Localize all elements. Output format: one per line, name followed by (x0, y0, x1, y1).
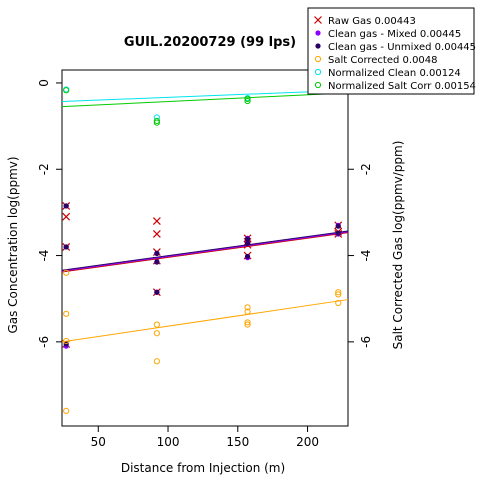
plot-layer: 50 100 150 200 0 -2 -4 -6 -2 -4 -6 (37, 69, 373, 449)
data-point (244, 240, 251, 247)
data-point (154, 289, 160, 295)
legend-label: Normalized Salt Corr 0.00154 (328, 81, 476, 92)
data-point (63, 407, 70, 414)
legend-label: Clean gas - Mixed 0.00445 (328, 29, 461, 40)
data-point (335, 230, 341, 236)
x-tick-label: 100 (157, 435, 180, 449)
data-point (62, 212, 71, 221)
y-tick-label: -4 (37, 250, 51, 262)
data-point (63, 269, 70, 276)
fit-line (61, 231, 349, 272)
legend-marker (315, 30, 321, 36)
data-point (152, 230, 161, 238)
series-6 (61, 87, 349, 126)
legend-marker (314, 16, 322, 24)
data-point (335, 299, 342, 307)
data-point (244, 253, 251, 260)
y-axis-label: Gas Concentration log(ppmv) (6, 156, 20, 333)
data-point (244, 236, 251, 242)
chart-title: GUIL.20200729 (99 lps) (124, 35, 296, 50)
data-point (153, 330, 160, 337)
series-4 (61, 269, 349, 414)
data-point (335, 223, 341, 229)
legend-box (307, 7, 475, 95)
data-point (335, 291, 342, 298)
legend-label: Clean gas - Unmixed 0.00445 (328, 42, 476, 53)
fit-line (61, 89, 349, 103)
fit-line (61, 232, 349, 273)
data-point-stroke (62, 212, 71, 221)
y-axis-right-label: Salt Corrected Gas log(ppmv/ppm) (391, 141, 405, 350)
y-right-tick-label: -6 (359, 336, 373, 348)
data-point (244, 321, 251, 328)
data-point (63, 87, 70, 94)
data-point (244, 97, 251, 105)
legend: Raw Gas 0.00443 Clean gas - Mixed 0.00445… (307, 7, 476, 95)
legend-label: Normalized Clean 0.00124 (328, 68, 461, 79)
fit-line (61, 92, 349, 108)
fit-line (61, 230, 349, 271)
data-point (244, 308, 251, 315)
data-point (63, 244, 69, 250)
legend-label: Raw Gas 0.00443 (328, 16, 416, 27)
y-right-tick-label: -4 (359, 250, 373, 262)
data-point (152, 217, 161, 225)
data-point (244, 95, 251, 103)
legend-marker (314, 68, 322, 76)
x-tick-label: 50 (91, 435, 106, 449)
plot-frame (61, 69, 349, 427)
data-point (63, 310, 70, 317)
data-point (244, 319, 251, 326)
legend-marker (314, 81, 322, 89)
data-point-stroke (152, 217, 161, 225)
data-point (154, 259, 160, 265)
series-3 (61, 203, 349, 347)
data-point (153, 119, 160, 126)
legend-label: Salt Corrected 0.0048 (328, 55, 438, 66)
x-tick-label: 200 (296, 435, 319, 449)
fit-line (61, 299, 349, 343)
x-axis-label: Distance from Injection (m) (121, 461, 285, 475)
data-point (63, 337, 70, 345)
data-point (154, 250, 160, 256)
legend-marker (315, 43, 321, 49)
data-point (153, 117, 160, 125)
legend-marker-stroke (314, 16, 322, 24)
data-point (335, 289, 342, 296)
data-point-stroke (152, 230, 161, 238)
data-point (244, 304, 251, 311)
legend-marker (314, 55, 322, 63)
data-point (63, 203, 69, 209)
data-point (153, 321, 160, 328)
y-tick-label: -2 (37, 163, 51, 175)
data-point (153, 358, 160, 365)
y-right-tick-label: -2 (359, 163, 373, 175)
x-tick-label: 150 (226, 435, 249, 449)
y-tick-label: 0 (37, 79, 51, 87)
y-tick-label: -6 (37, 336, 51, 348)
